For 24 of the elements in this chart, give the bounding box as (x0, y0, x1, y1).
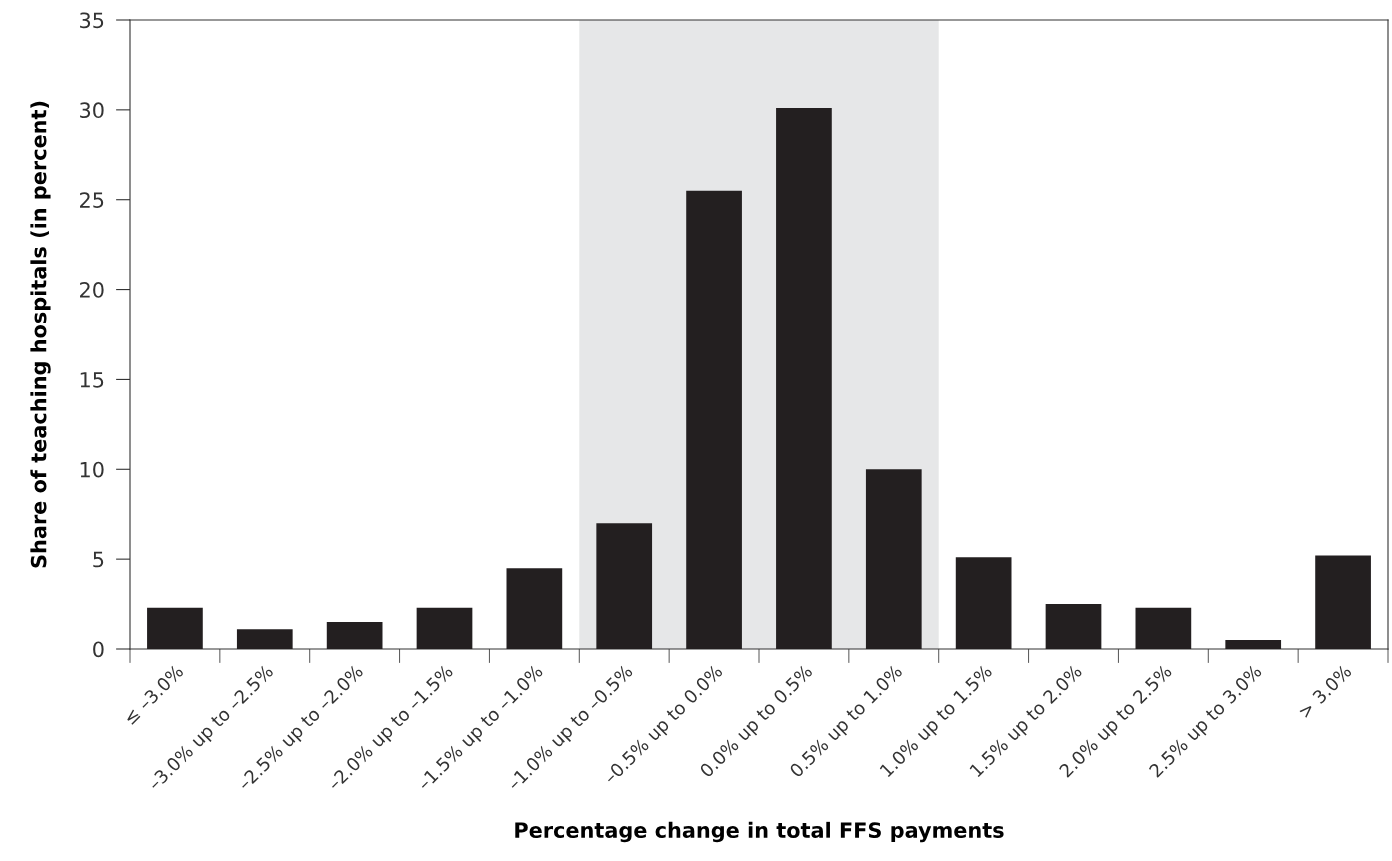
bar (1045, 604, 1102, 649)
bar (236, 629, 293, 649)
bar (1315, 555, 1371, 649)
bar (955, 557, 1012, 649)
y-tick-label: 15 (80, 372, 104, 388)
x-axis-title: Percentage change in total FFS payments (515, 821, 1004, 843)
bar (1135, 607, 1192, 649)
bar (596, 523, 653, 649)
bar (416, 607, 473, 649)
bar (686, 190, 742, 649)
bar (147, 607, 203, 649)
y-tick-label: 30 (80, 102, 104, 119)
y-tick-label: 25 (80, 192, 104, 208)
bar (326, 622, 383, 649)
y-tick-label: 5 (93, 551, 104, 568)
y-tick-label: 20 (80, 282, 104, 298)
y-tick-label: 0 (93, 641, 104, 658)
bar (865, 469, 922, 649)
bar (506, 568, 563, 649)
y-tick-label: 10 (80, 461, 104, 478)
y-axis-title: Share of teaching hospitals (in percent) (30, 101, 51, 568)
y-tick-label: 35 (80, 12, 104, 29)
bar (1225, 640, 1282, 649)
bar (776, 108, 832, 649)
